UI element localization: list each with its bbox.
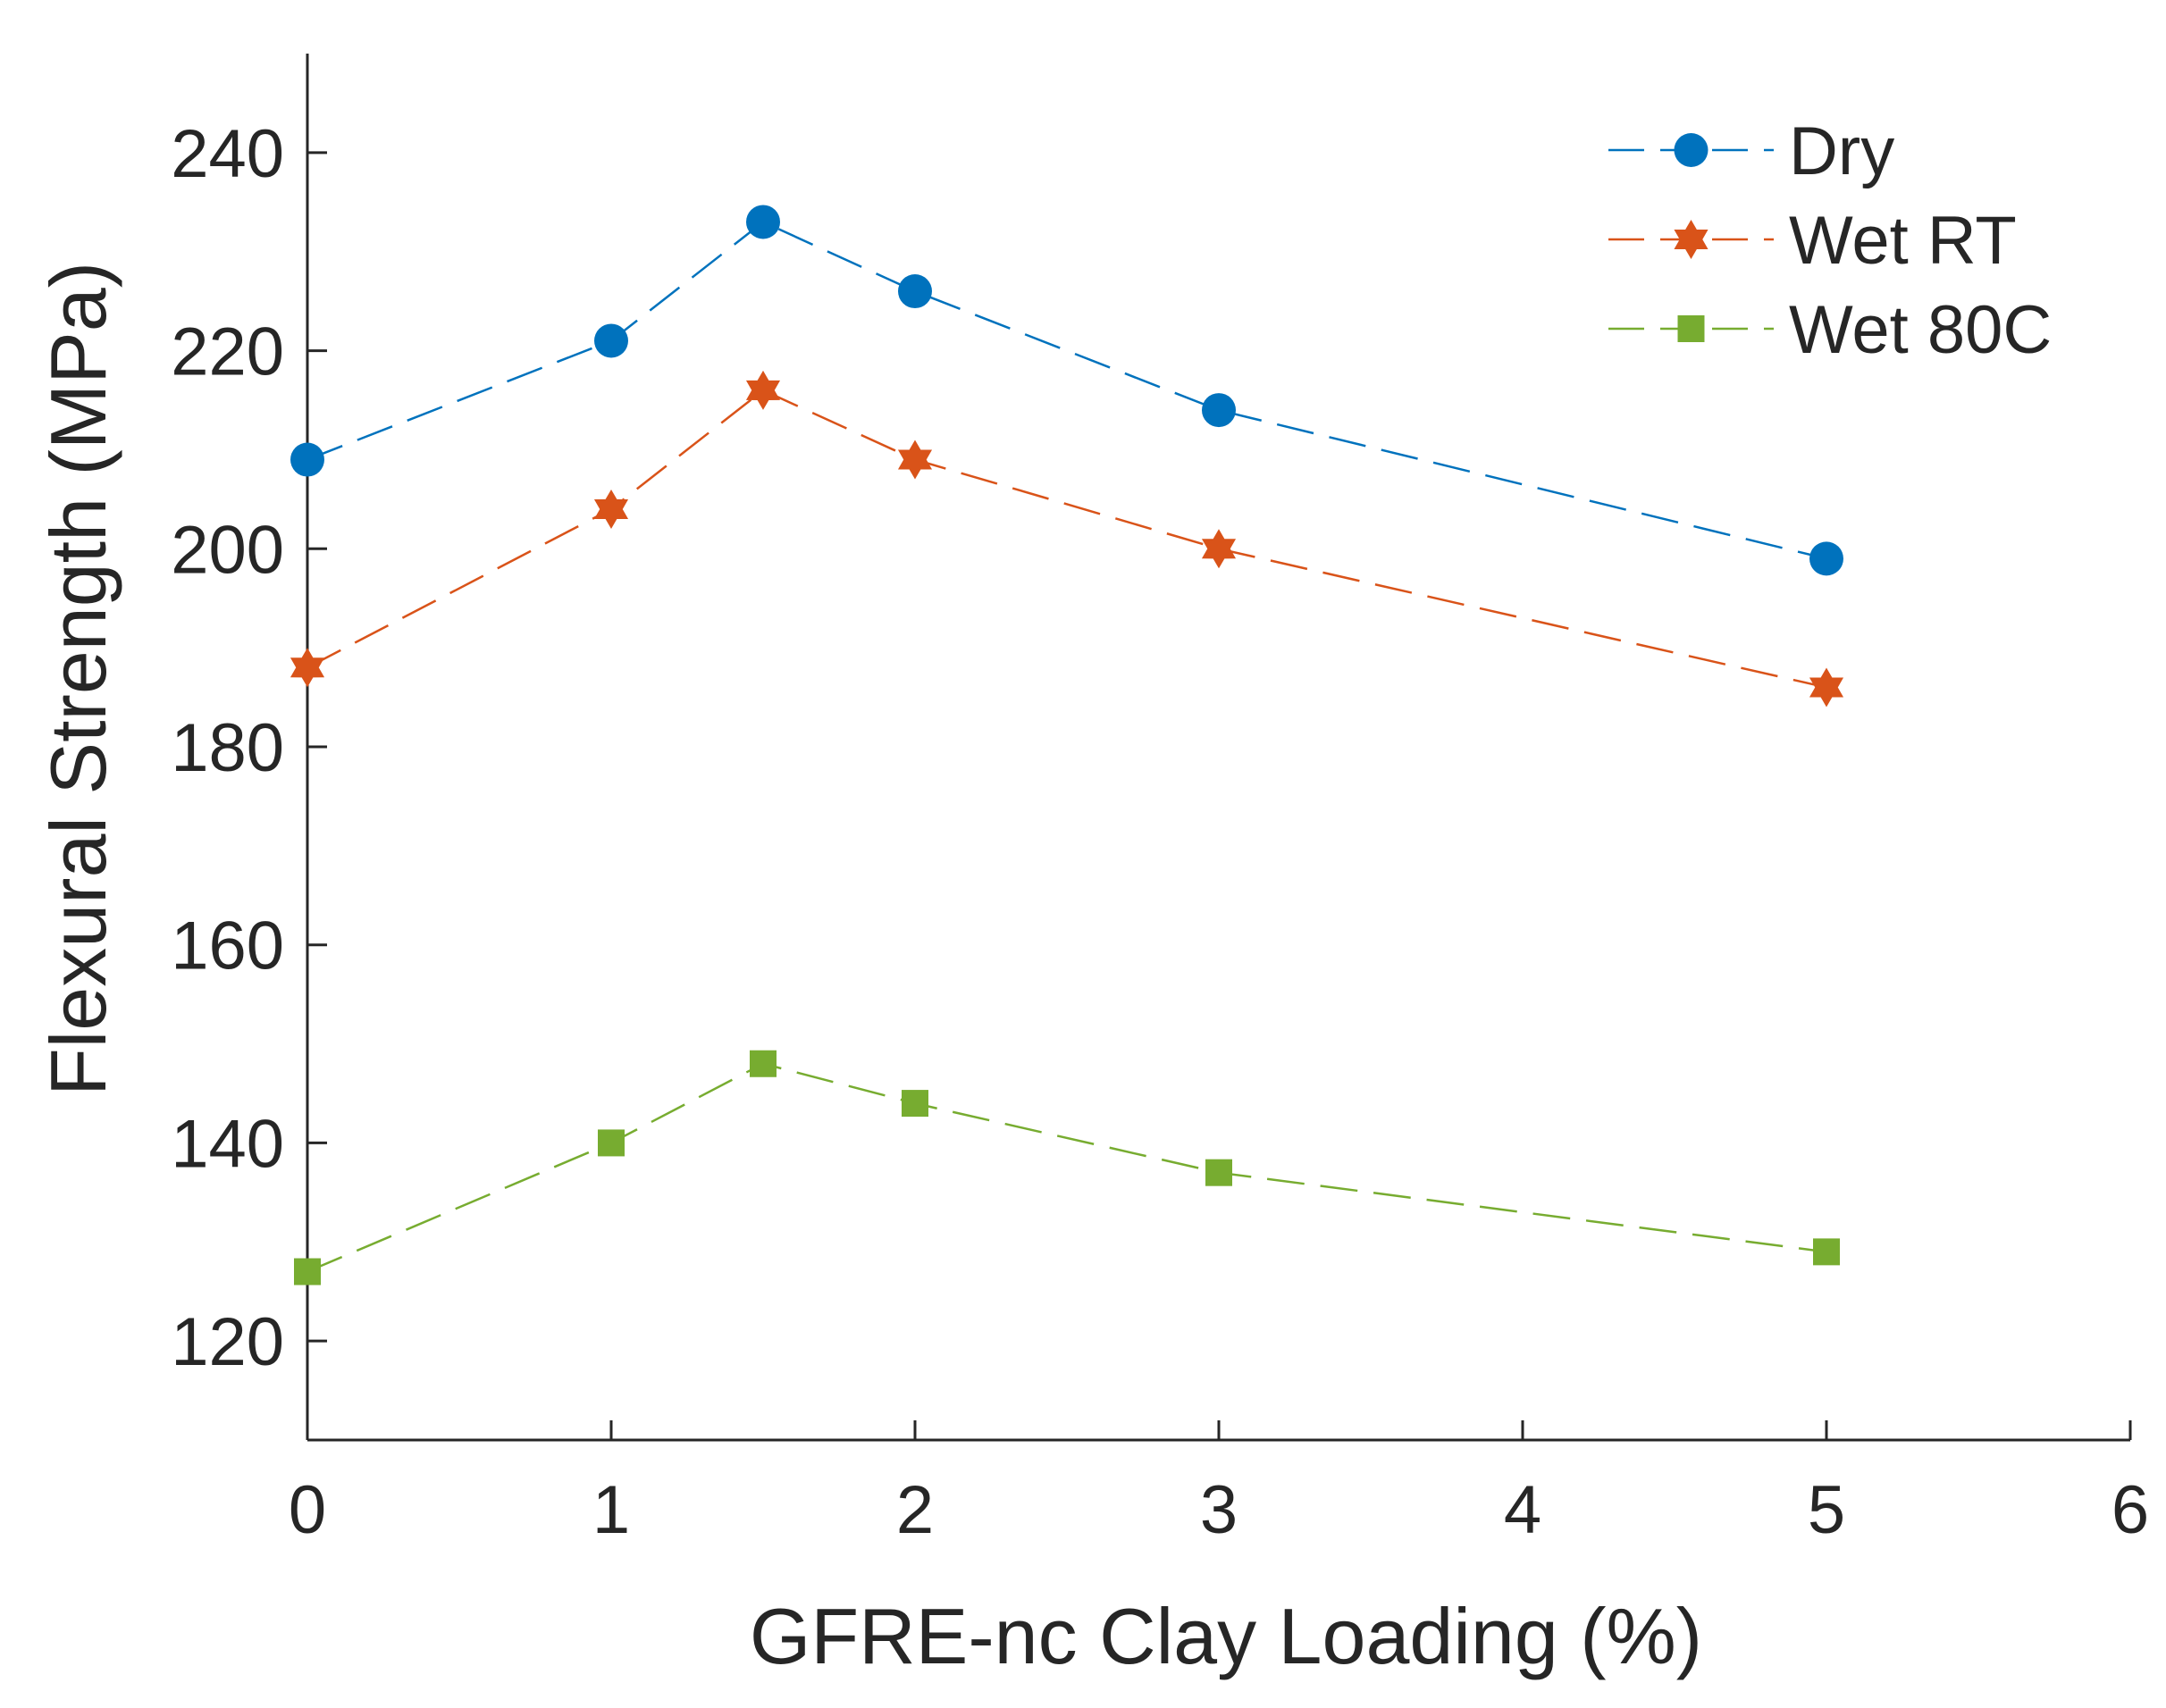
tick-labels: 0 1 2 3 4 5 6 120 140 160 180 200 220 240	[171, 116, 2149, 1548]
legend-label-wet-80c: Wet 80C	[1789, 292, 2052, 368]
data-point-wet-rt	[1201, 529, 1237, 569]
data-point-dry	[898, 274, 932, 309]
data-point-wet-80c	[750, 1050, 777, 1077]
legend-item-dry: Dry	[1608, 113, 1894, 189]
data-point-dry	[746, 205, 780, 239]
y-axis-title: Flexural Strength (MPa)	[34, 262, 122, 1096]
data-point-wet-rt	[1809, 667, 1844, 707]
legend-item-wet-rt: Wet RT	[1608, 203, 2017, 279]
data-point-wet-80c	[1205, 1159, 1232, 1186]
series-dry	[290, 205, 1843, 576]
data-point-dry	[1202, 393, 1236, 428]
x-tick-label: 3	[1200, 1472, 1238, 1548]
legend-marker-wet-80c	[1677, 315, 1705, 342]
data-point-wet-rt	[593, 489, 629, 529]
y-tick-label: 120	[171, 1304, 284, 1380]
series-wet-80c	[294, 1050, 1840, 1285]
legend-marker-wet-rt	[1674, 220, 1708, 259]
data-point-wet-80c	[902, 1090, 928, 1118]
y-tick-label: 220	[171, 314, 284, 390]
y-tick-label: 240	[171, 116, 284, 192]
series-line-wet-rt	[306, 389, 1827, 689]
series-line-wet-80c	[306, 1062, 1827, 1273]
legend-item-wet-80c: Wet 80C	[1608, 292, 2052, 368]
x-tick-label: 6	[2111, 1472, 2149, 1548]
y-tick-label: 140	[171, 1106, 284, 1182]
data-point-wet-rt	[897, 440, 933, 480]
y-tick-label: 180	[171, 710, 284, 786]
data-point-dry	[594, 323, 628, 358]
series-wet-rt	[290, 370, 1844, 707]
y-tick-label: 160	[171, 908, 284, 984]
legend-label-wet-rt: Wet RT	[1789, 203, 2017, 279]
legend: Dry Wet RT Wet 80C	[1608, 113, 2052, 368]
data-point-wet-rt	[745, 370, 781, 410]
data-point-wet-rt	[290, 648, 325, 688]
data-point-wet-80c	[1813, 1238, 1840, 1266]
series-line-dry	[306, 221, 1827, 560]
legend-marker-dry	[1674, 133, 1708, 167]
x-tick-label: 4	[1504, 1472, 1541, 1548]
series-layer	[290, 205, 1844, 1285]
axes	[306, 54, 2132, 1442]
data-point-wet-80c	[598, 1129, 625, 1157]
data-point-wet-80c	[294, 1258, 321, 1285]
x-tick-label: 1	[592, 1472, 630, 1548]
data-point-dry	[1809, 541, 1843, 576]
x-tick-label: 0	[289, 1472, 326, 1548]
data-point-dry	[290, 442, 324, 477]
x-tick-label: 5	[1808, 1472, 1845, 1548]
x-axis-title: GFRE-nc Clay Loading (%)	[750, 1592, 1702, 1680]
x-tick-label: 2	[896, 1472, 934, 1548]
y-tick-label: 200	[171, 512, 284, 588]
legend-label-dry: Dry	[1789, 113, 1894, 189]
